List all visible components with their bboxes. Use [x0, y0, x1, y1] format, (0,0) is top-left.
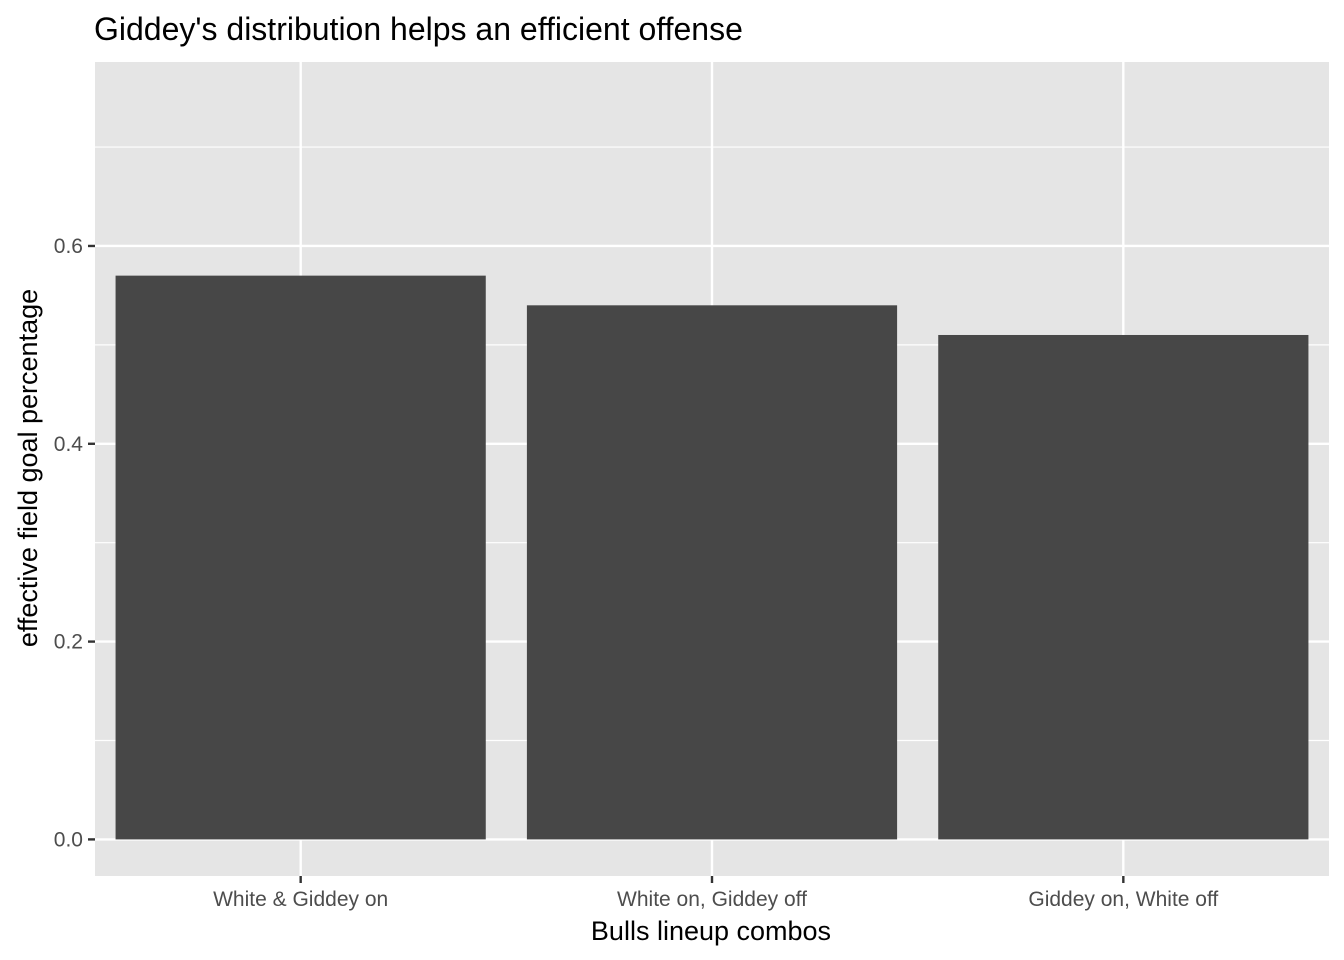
bar	[938, 334, 1309, 840]
chart-title: Giddey's distribution helps an efficient…	[94, 11, 743, 47]
x-tick-label: Giddey on, White off	[1028, 888, 1218, 911]
x-axis-title: Bulls lineup combos	[591, 916, 831, 946]
x-axis: White & Giddey on White on, Giddey off Gid…	[213, 876, 1218, 911]
bar	[115, 275, 486, 840]
y-axis: 0.0 0.2 0.4 0.6	[54, 235, 95, 851]
x-tick-label: White & Giddey on	[213, 888, 388, 911]
y-tick-label: 0.2	[54, 631, 83, 654]
bars-group	[115, 275, 1309, 840]
x-tick-label: White on, Giddey off	[617, 888, 807, 911]
bar	[526, 305, 898, 840]
y-tick-label: 0.6	[54, 235, 83, 258]
y-tick-label: 0.4	[54, 433, 84, 456]
y-axis-title: effective field goal percentage	[13, 289, 43, 647]
y-tick-label: 0.0	[54, 828, 83, 851]
